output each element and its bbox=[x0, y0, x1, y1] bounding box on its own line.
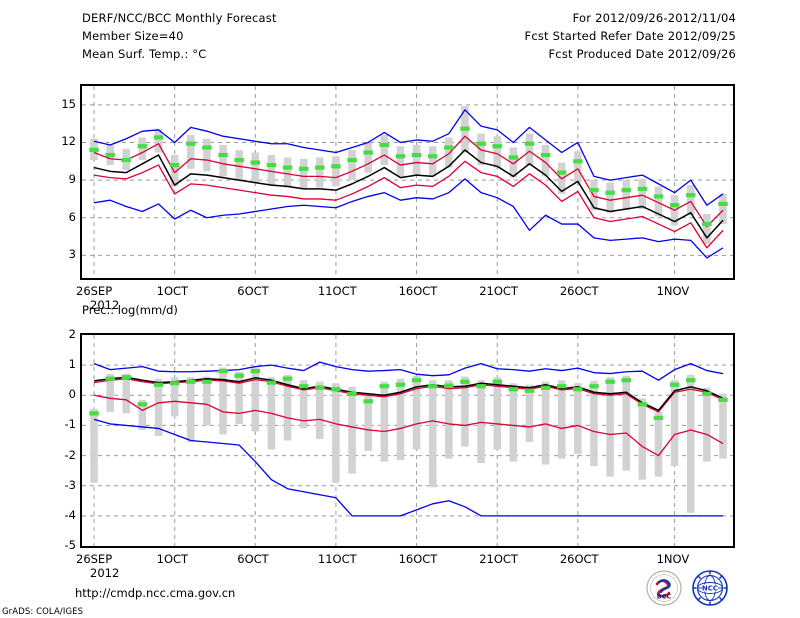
precipitation-x-tick-label: 1OCT bbox=[156, 552, 189, 566]
temperature-y-tick-label: 12 bbox=[61, 134, 76, 149]
precipitation-x-tick-label: 16OCT bbox=[398, 552, 438, 566]
website-url[interactable]: http://cmdp.ncc.cma.gov.cn bbox=[75, 586, 236, 600]
precipitation-y-tick-label: -2 bbox=[64, 447, 76, 462]
precipitation-x-tick-label: 11OCT bbox=[317, 552, 357, 566]
precipitation-x-tick-label: 26OCT bbox=[559, 552, 599, 566]
temperature-y-tick-label: 15 bbox=[61, 96, 76, 111]
temperature-y-tick-label: 9 bbox=[68, 172, 76, 187]
precipitation-y-tick-label: -1 bbox=[64, 417, 76, 432]
precipitation-x-tick-label: 1NOV bbox=[656, 552, 690, 566]
temperature-plot bbox=[80, 84, 735, 280]
temperature-plot-canvas bbox=[82, 86, 733, 278]
temperature-y-tick-label: 6 bbox=[68, 209, 76, 224]
precipitation-y-tick-label: 0 bbox=[68, 387, 76, 402]
temperature-x-tick-label: 16OCT bbox=[398, 284, 438, 298]
prec-panel-label: Prec.: log(mm/d) bbox=[82, 303, 178, 317]
precipitation-y-tick-label: -5 bbox=[64, 538, 76, 552]
temperature-x-tick-label: 26SEP bbox=[76, 284, 113, 298]
precipitation-x-tick-label: 26SEP bbox=[76, 552, 113, 566]
svg-text:NCC: NCC bbox=[702, 585, 718, 593]
temperature-y-tick-label: 3 bbox=[68, 247, 76, 262]
precipitation-y-tick-label: -3 bbox=[64, 477, 76, 492]
forecast-produced-label: Fcst Produced Date 2012/09/26 bbox=[548, 47, 736, 61]
precipitation-x-axis-year: 2012 bbox=[90, 566, 120, 580]
temperature-x-tick-label: 6OCT bbox=[237, 284, 269, 298]
logo-group: BCC NCC bbox=[645, 570, 735, 606]
grads-credit: GrADS: COLA/IGES bbox=[2, 607, 84, 617]
forecast-period-label: For 2012/09/26-2012/11/04 bbox=[572, 11, 736, 25]
precipitation-plot-canvas bbox=[82, 335, 733, 546]
precipitation-y-tick-label: 2 bbox=[68, 327, 76, 341]
precipitation-y-tick-label: 1 bbox=[68, 357, 76, 372]
svg-text:BCC: BCC bbox=[657, 593, 672, 601]
temperature-x-tick-label: 26OCT bbox=[559, 284, 599, 298]
precipitation-x-tick-label: 21OCT bbox=[479, 552, 518, 566]
page-title: DERF/NCC/BCC Monthly Forecast bbox=[82, 11, 277, 25]
temperature-x-axis-year: 2012 bbox=[90, 298, 120, 312]
bcc-logo: BCC bbox=[646, 570, 682, 606]
precipitation-plot bbox=[80, 333, 735, 548]
temp-panel-label: Mean Surf. Temp.: °C bbox=[82, 47, 207, 61]
precipitation-x-tick-label: 6OCT bbox=[237, 552, 269, 566]
temperature-x-tick-label: 1OCT bbox=[156, 284, 189, 298]
member-size-label: Member Size=40 bbox=[82, 29, 184, 43]
temperature-x-tick-label: 11OCT bbox=[317, 284, 357, 298]
ncc-logo: NCC bbox=[692, 570, 728, 606]
bcc-ncc-logos: BCC NCC bbox=[646, 570, 728, 606]
precipitation-y-tick-label: -4 bbox=[64, 507, 76, 522]
temperature-x-tick-label: 21OCT bbox=[479, 284, 518, 298]
temperature-x-tick-label: 1NOV bbox=[656, 284, 690, 298]
forecast-started-label: Fcst Started Refer Date 2012/09/25 bbox=[524, 29, 736, 43]
